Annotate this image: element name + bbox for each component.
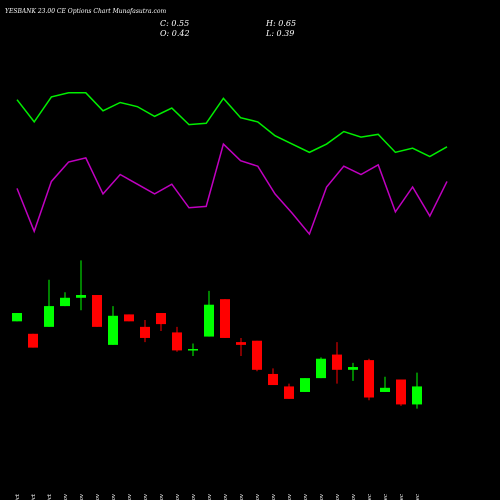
indicator-line <box>16 92 448 158</box>
candle-body <box>396 379 406 405</box>
x-tick-label: 18 Nov <box>223 493 229 500</box>
candle-body <box>220 299 230 338</box>
x-tick-label: 05 Nov <box>95 493 101 500</box>
candle-body <box>76 295 86 298</box>
candle-body <box>412 386 422 405</box>
candle-body <box>28 333 38 348</box>
chart-title: YESBANK 23.00 CE Options Chart Munafasut… <box>5 8 166 15</box>
candle-body <box>364 360 374 398</box>
x-tick-label: 12 Nov <box>175 493 181 500</box>
x-tick-label: 26 Nov <box>303 493 309 500</box>
x-tick-label: 13 Nov <box>191 493 197 500</box>
x-tick-label: 04 Dec <box>399 494 405 500</box>
candle-body <box>348 367 358 370</box>
candle-body <box>268 373 278 386</box>
candle-body <box>284 386 294 399</box>
candle-body <box>108 315 118 345</box>
x-tick-label: 29 Oct <box>15 493 21 500</box>
candle-body <box>60 297 70 307</box>
x-tick-label: 22 Nov <box>271 493 277 500</box>
candle-body <box>252 340 262 370</box>
x-tick-label: 19 Nov <box>239 493 245 500</box>
candle-body <box>172 332 182 351</box>
x-tick-label: 21 Nov <box>255 493 261 500</box>
candle-body <box>332 354 342 370</box>
x-tick-label: 03 Dec <box>383 494 389 500</box>
candle-body <box>124 314 134 322</box>
ohlc-label: L: 0.39 <box>265 29 294 38</box>
x-tick-label: 28 Nov <box>335 493 341 500</box>
ohlc-label: O: 0.42 <box>160 29 190 38</box>
x-tick-label: 04 Nov <box>79 493 85 500</box>
indicator-line <box>16 142 448 236</box>
candle-body <box>236 342 246 345</box>
x-tick-label: 30 Oct <box>31 493 37 500</box>
x-tick-label: 05 Dec <box>415 494 421 500</box>
candle-body <box>12 313 22 322</box>
candle-body <box>300 378 310 392</box>
candle-body <box>156 313 166 325</box>
x-tick-label: 29 Nov <box>351 493 357 500</box>
candle-body <box>140 326 150 338</box>
ohlc-label: H: 0.65 <box>265 19 296 28</box>
ohlc-label: C: 0.55 <box>160 19 189 28</box>
x-tick-label: 02 Dec <box>367 494 373 500</box>
candle-body <box>92 295 102 327</box>
x-tick-label: 06 Nov <box>111 493 117 500</box>
candle-body <box>188 349 198 351</box>
x-tick-label: 31 Oct <box>47 493 53 500</box>
candle-body <box>316 358 326 379</box>
candle-body <box>380 387 390 392</box>
x-tick-label: 08 Nov <box>143 493 149 500</box>
x-tick-label: 01 Nov <box>63 493 69 500</box>
x-tick-label: 07 Nov <box>127 493 133 500</box>
x-tick-label: 25 Nov <box>287 493 293 500</box>
x-tick-label: 14 Nov <box>207 493 213 500</box>
candle-body <box>44 306 54 327</box>
x-tick-label: 11 Nov <box>159 493 165 500</box>
candle-body <box>204 304 214 337</box>
x-tick-label: 27 Nov <box>319 493 325 500</box>
